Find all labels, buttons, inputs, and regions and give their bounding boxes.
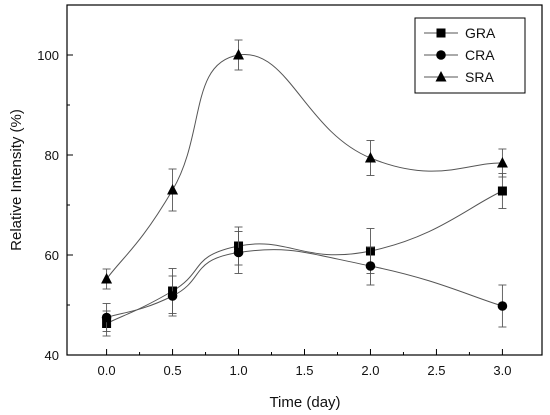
series-gra bbox=[102, 173, 507, 337]
legend-label-cra: CRA bbox=[465, 47, 495, 63]
x-axis-label: Time (day) bbox=[269, 394, 340, 411]
data-point-sra bbox=[233, 49, 245, 60]
y-tick-label: 40 bbox=[45, 348, 59, 363]
series-line-cra bbox=[106, 249, 503, 318]
legend-marker-cra bbox=[436, 50, 446, 60]
data-point-cra bbox=[497, 301, 508, 311]
series-line-gra bbox=[106, 190, 503, 324]
legend-marker-gra bbox=[436, 28, 446, 38]
y-tick-label: 100 bbox=[37, 48, 59, 63]
x-tick-label: 0.5 bbox=[164, 363, 182, 378]
x-tick-label: 2.5 bbox=[427, 363, 445, 378]
x-tick-label: 1.5 bbox=[295, 363, 313, 378]
series-cra bbox=[101, 231, 508, 332]
legend: GRA CRA SRA bbox=[414, 17, 526, 94]
data-point-cra bbox=[233, 247, 244, 258]
data-point-sra bbox=[167, 184, 179, 195]
x-tick-label: 1.0 bbox=[229, 363, 247, 378]
legend-label-sra: SRA bbox=[465, 69, 494, 85]
series-line-sra bbox=[106, 54, 503, 280]
data-point-sra bbox=[101, 273, 113, 284]
data-point-cra bbox=[365, 261, 376, 271]
data-point-cra bbox=[167, 291, 178, 301]
series-layer bbox=[101, 39, 508, 337]
y-tick-label: 80 bbox=[45, 148, 59, 163]
legend-marker-sra bbox=[435, 71, 447, 82]
x-tick-label: 0.0 bbox=[98, 363, 116, 378]
data-point-cra bbox=[101, 312, 112, 323]
data-point-sra bbox=[496, 157, 508, 168]
x-tick-label: 3.0 bbox=[493, 363, 511, 378]
y-axis: 40 60 80 100 bbox=[37, 4, 73, 363]
x-axis: 0.0 0.5 1.0 1.5 2.0 2.5 3.0 bbox=[98, 349, 511, 378]
series-sra bbox=[101, 39, 508, 290]
y-axis-label: Relative Intensity (%) bbox=[8, 109, 25, 251]
y-tick-label: 60 bbox=[45, 248, 59, 263]
data-point-gra bbox=[497, 186, 507, 196]
data-point-sra bbox=[364, 152, 376, 163]
x-tick-label: 2.0 bbox=[361, 363, 379, 378]
legend-label-gra: GRA bbox=[465, 25, 496, 41]
